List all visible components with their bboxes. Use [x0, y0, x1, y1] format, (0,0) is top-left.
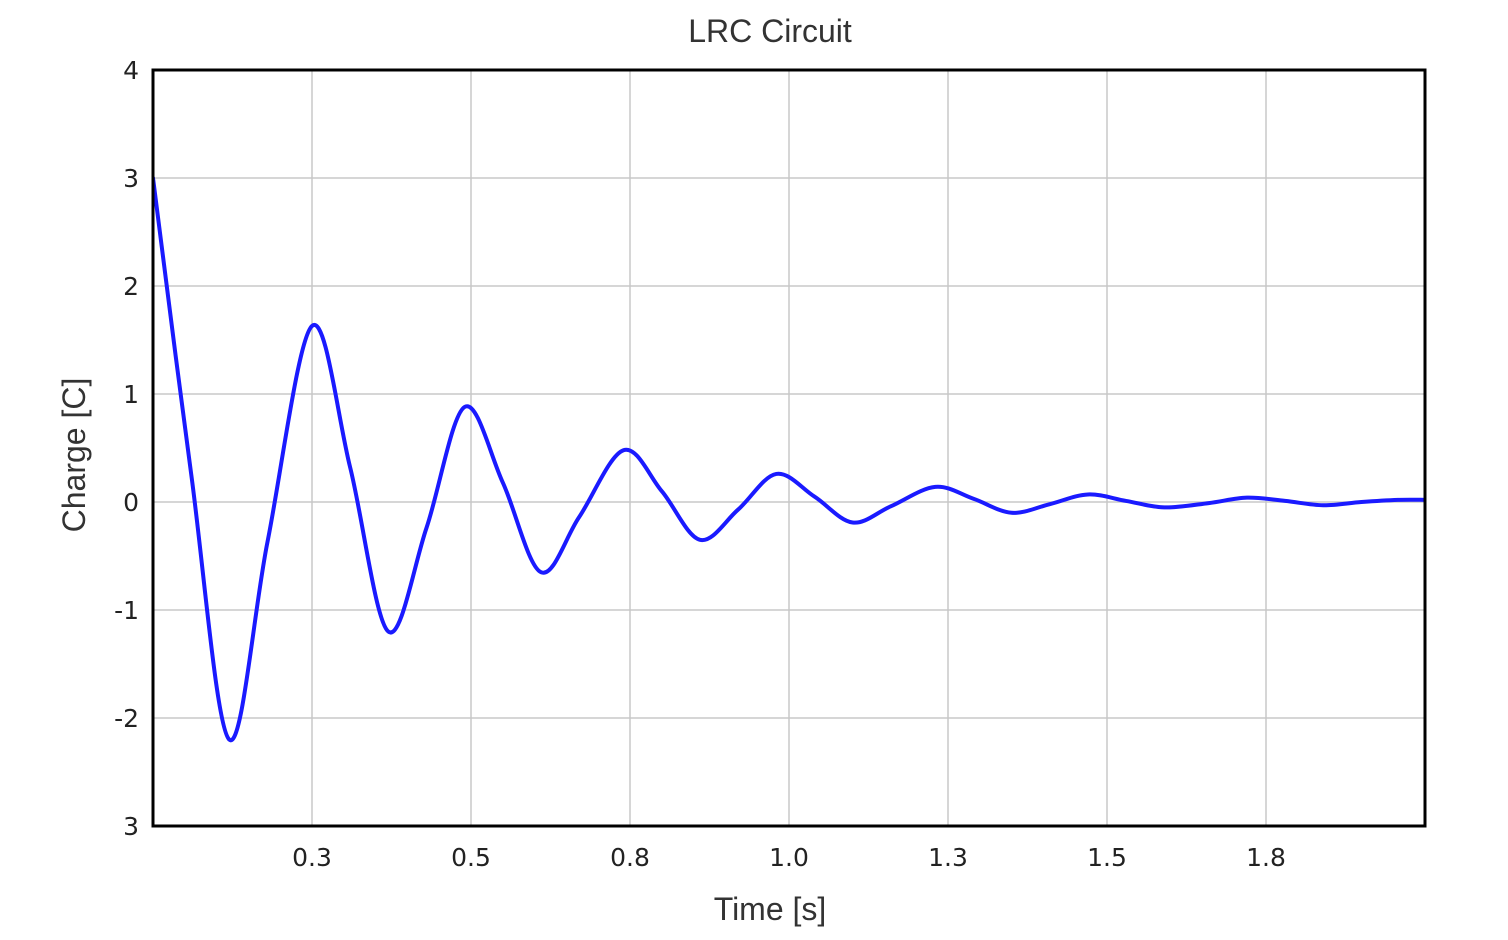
y-tick-label: -2 [114, 704, 139, 733]
y-tick-label: -1 [114, 596, 139, 625]
charge-series-line [153, 176, 1425, 743]
x-tick-label: 1.3 [928, 843, 968, 872]
x-tick-label: 0.5 [451, 843, 491, 872]
plot-frame [151, 68, 1427, 828]
grid [153, 69, 1425, 827]
y-tick-label: 2 [123, 272, 139, 301]
x-tick-label: 1.8 [1246, 843, 1286, 872]
x-tick-label: 0.8 [610, 843, 650, 872]
chart-title: LRC Circuit [688, 13, 852, 49]
y-axis-label: Charge [C] [56, 378, 92, 533]
plot-area [153, 176, 1425, 743]
y-axis-ticks: 4 3 2 1 0 -1 -2 3 [114, 56, 139, 841]
y-tick-label: 1 [123, 380, 139, 409]
x-tick-label: 0.3 [292, 843, 332, 872]
y-tick-label: 0 [123, 488, 139, 517]
y-tick-label: 4 [123, 56, 139, 85]
y-tick-label: 3 [123, 164, 139, 193]
x-tick-label: 1.5 [1087, 843, 1127, 872]
y-tick-label: 3 [123, 812, 139, 841]
x-axis-label: Time [s] [714, 891, 827, 927]
x-axis-ticks: 0.3 0.5 0.8 1.0 1.3 1.5 1.8 [292, 843, 1286, 872]
x-tick-label: 1.0 [769, 843, 809, 872]
